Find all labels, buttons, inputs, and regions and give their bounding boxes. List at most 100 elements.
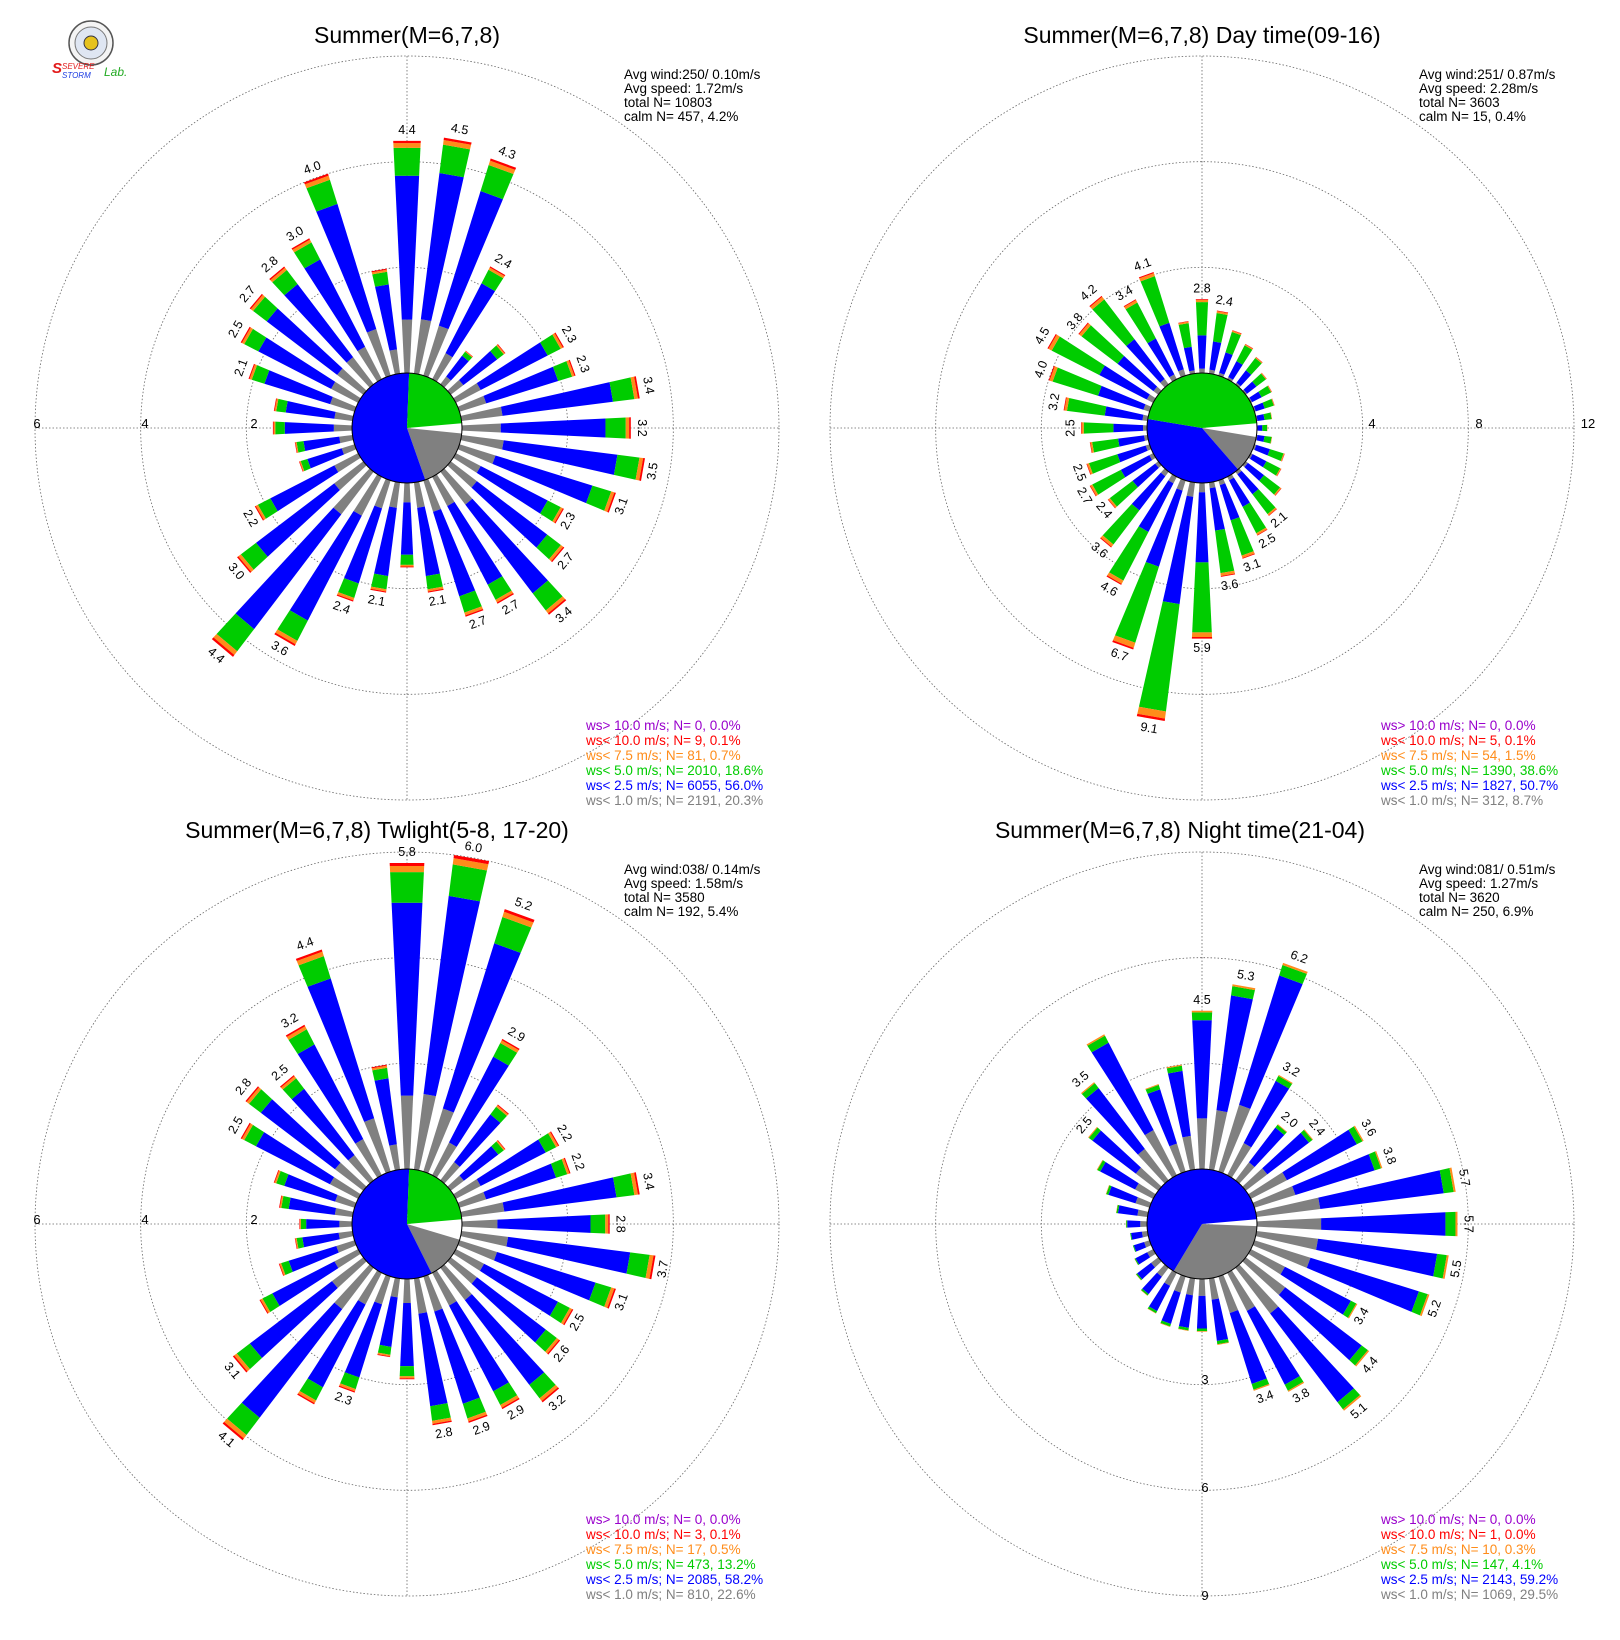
bar-segment-class-1 bbox=[393, 140, 421, 144]
bar-segment-class-2 bbox=[545, 1337, 560, 1354]
bar-segment-class-1 bbox=[400, 566, 414, 568]
bar-segment-class-4 bbox=[442, 943, 521, 1113]
bar-segment-class-4 bbox=[483, 366, 559, 404]
grid-ring-3 bbox=[34, 55, 780, 801]
bar-segment-class-1 bbox=[489, 266, 506, 277]
direction-bar-260deg bbox=[294, 1230, 354, 1249]
bar-segment-class-5 bbox=[335, 1194, 357, 1208]
bar-segment-class-3 bbox=[1195, 302, 1209, 336]
bar-segment-class-4 bbox=[1256, 414, 1265, 421]
bar-segment-class-2 bbox=[625, 417, 630, 439]
bar-segment-class-2 bbox=[1191, 1010, 1213, 1013]
direction-label: 2.8 bbox=[614, 1215, 628, 1232]
bar-segment-class-4 bbox=[1127, 1220, 1141, 1228]
bar-segment-class-1 bbox=[274, 632, 296, 646]
bar-segment-class-1 bbox=[299, 1218, 300, 1230]
direction-bar-290deg bbox=[1048, 365, 1152, 412]
bar-segment-class-4 bbox=[307, 1300, 366, 1388]
direction-bar-300deg bbox=[240, 1122, 361, 1199]
bar-segment-class-3 bbox=[372, 271, 389, 287]
bar-segment-class-2 bbox=[292, 239, 312, 253]
bar-segment-class-2 bbox=[1256, 527, 1268, 536]
bar-segment-class-4 bbox=[1086, 1087, 1145, 1155]
bar-segment-class-1 bbox=[1178, 321, 1189, 324]
calm-circle-outline bbox=[1146, 372, 1258, 484]
bar-segment-class-3 bbox=[1088, 1127, 1101, 1141]
bar-segment-class-1 bbox=[211, 637, 235, 657]
bar-segment-class-5 bbox=[1242, 1257, 1286, 1295]
bar-segment-class-2 bbox=[399, 1376, 415, 1379]
direction-bar-260deg bbox=[294, 434, 354, 453]
legend-entry-above-10: ws> 10.0 m/s; N= 0, 0.0% bbox=[585, 718, 741, 733]
bar-segment-class-3 bbox=[613, 1173, 635, 1198]
bar-segment-class-1 bbox=[1276, 468, 1282, 477]
bar-segment-class-3 bbox=[540, 500, 561, 522]
legend: ws> 10.0 m/s; N= 0, 0.0% ws< 10.0 m/s; N… bbox=[585, 718, 763, 808]
bar-segment-class-2 bbox=[1100, 535, 1114, 547]
direction-label: 2.1 bbox=[428, 592, 448, 609]
bar-segment-class-4 bbox=[1321, 1212, 1446, 1236]
calm-circle-outline bbox=[1146, 1168, 1258, 1280]
bar-segment-class-3 bbox=[298, 956, 331, 987]
calm-pie-slice bbox=[1202, 428, 1257, 470]
bar-segment-class-1 bbox=[1261, 372, 1267, 379]
bar-segment-class-2 bbox=[1048, 334, 1060, 351]
bar-segment-class-2 bbox=[1374, 1150, 1383, 1169]
direction-label: 3.2 bbox=[635, 419, 649, 436]
bar-segment-class-3 bbox=[586, 485, 612, 511]
bar-segment-class-4 bbox=[1192, 1020, 1212, 1119]
bar-segment-class-2 bbox=[274, 1170, 281, 1184]
stats-box: Avg wind:038/ 0.14m/s Avg speed: 1.58m/s… bbox=[624, 862, 761, 919]
bar-segment-class-4 bbox=[458, 351, 498, 386]
direction-bar-330deg bbox=[1123, 299, 1177, 382]
bar-segment-class-2 bbox=[280, 1076, 297, 1090]
bar-segment-class-4 bbox=[1211, 1298, 1229, 1341]
bar-segment-class-3 bbox=[281, 1196, 291, 1209]
bar-segment-class-1 bbox=[607, 1288, 616, 1309]
logo-s-letter: S bbox=[52, 60, 62, 77]
bar-segment-class-4 bbox=[241, 1302, 343, 1418]
bar-segment-class-1 bbox=[1220, 573, 1236, 577]
bar-segment-class-1 bbox=[273, 398, 277, 412]
direction-bar-110deg bbox=[1252, 444, 1285, 462]
bar-segment-class-1 bbox=[554, 508, 564, 524]
direction-bar-70deg bbox=[457, 1157, 571, 1208]
bar-segment-class-4 bbox=[1131, 1231, 1143, 1240]
calm-pie bbox=[351, 1168, 463, 1280]
bar-segment-class-5 bbox=[334, 1249, 361, 1269]
bar-segment-class-3 bbox=[430, 1403, 451, 1421]
bar-segment-class-3 bbox=[244, 1124, 265, 1147]
bar-segment-class-3 bbox=[1136, 1273, 1143, 1281]
bar-segment-class-1 bbox=[1268, 508, 1277, 516]
bar-segment-class-3 bbox=[1433, 1253, 1447, 1279]
direction-bar-90deg bbox=[461, 1214, 610, 1234]
bar-segment-class-1 bbox=[272, 421, 274, 435]
avg-speed-text: Avg speed: 1.27m/s bbox=[1419, 876, 1538, 891]
direction-bar-130deg bbox=[447, 1257, 561, 1355]
direction-bar-90deg bbox=[1256, 1211, 1458, 1237]
bar-segment-class-5 bbox=[413, 319, 432, 375]
bar-segment-class-4 bbox=[270, 465, 339, 512]
avg-wind-text: Avg wind:038/ 0.14m/s bbox=[624, 862, 761, 877]
bar-segment-class-2 bbox=[1086, 1034, 1105, 1046]
direction-label: 2.4 bbox=[1215, 292, 1235, 309]
bar-segment-class-4 bbox=[1229, 1310, 1267, 1385]
axis-tick-3: 12 bbox=[1581, 416, 1595, 431]
bar-segment-class-1 bbox=[497, 344, 506, 354]
calm-pie-slice bbox=[1173, 1224, 1257, 1279]
axis-tick-2: 8 bbox=[1475, 416, 1482, 431]
bar-segment-class-5 bbox=[1176, 478, 1186, 491]
bar-segment-class-4 bbox=[344, 1301, 383, 1378]
bar-segment-class-3 bbox=[1213, 313, 1228, 343]
bar-segment-class-3 bbox=[1106, 1185, 1112, 1195]
direction-bar-260deg bbox=[1089, 434, 1149, 453]
direction-bar-30deg bbox=[432, 266, 506, 382]
bar-segment-class-4 bbox=[454, 1114, 501, 1167]
bar-segment-class-5 bbox=[401, 319, 413, 374]
bar-segment-class-3 bbox=[538, 1133, 557, 1153]
direction-bar-220deg bbox=[222, 1264, 374, 1441]
bar-segment-class-2 bbox=[1261, 372, 1267, 380]
legend-entry-above-10: ws> 10.0 m/s; N= 0, 0.0% bbox=[585, 1512, 741, 1527]
bar-segment-class-3 bbox=[1178, 323, 1192, 349]
direction-bar-120deg bbox=[1248, 453, 1282, 477]
